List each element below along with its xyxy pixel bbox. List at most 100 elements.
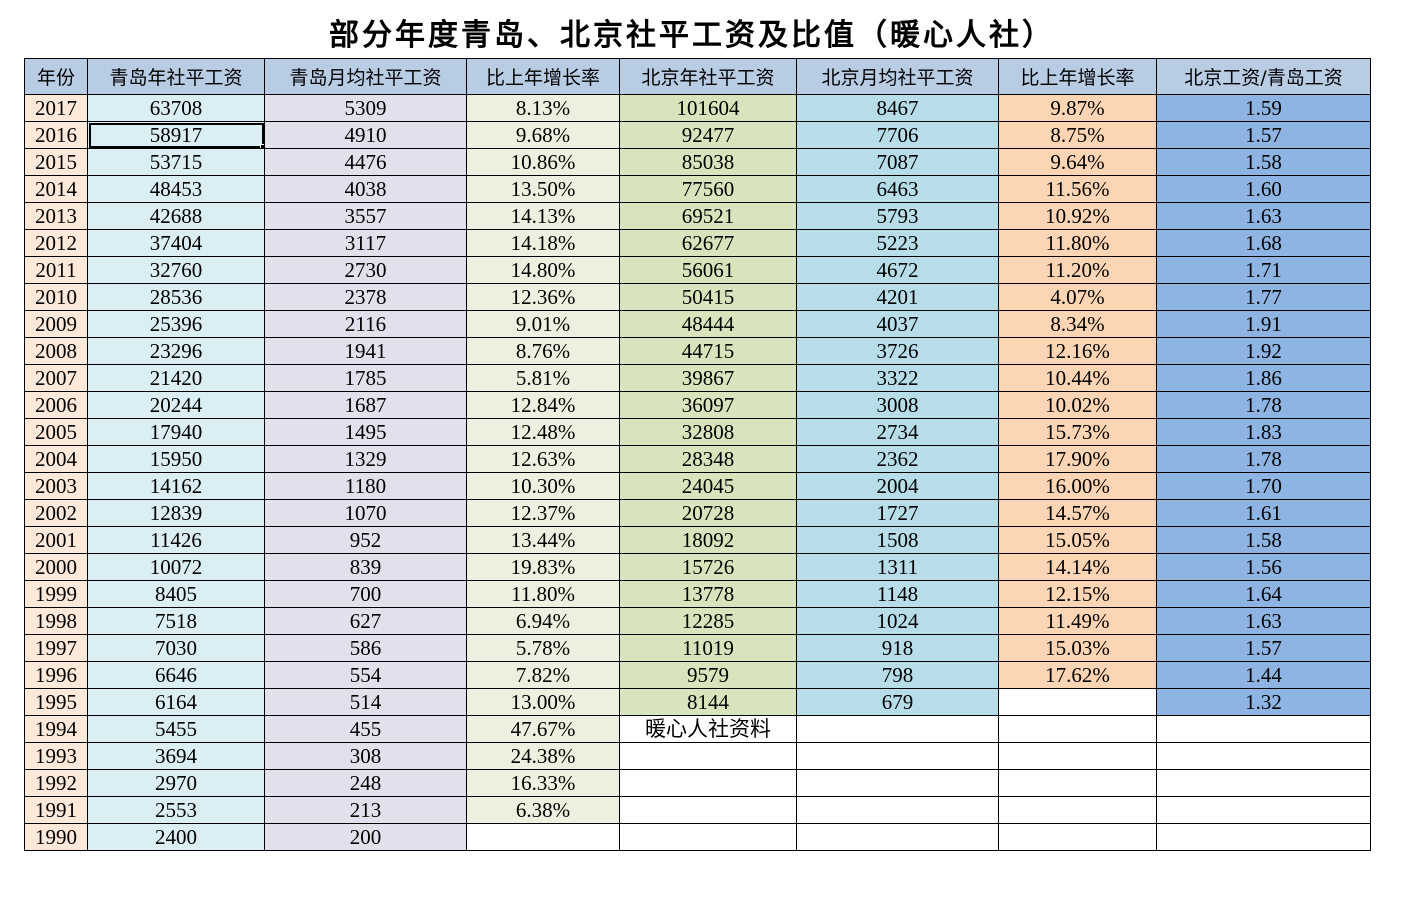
cell-bj-growth-rate[interactable]: 16.00% bbox=[998, 472, 1157, 500]
cell-qd-growth-rate[interactable]: 12.48% bbox=[466, 418, 620, 446]
cell-qd-monthly-wage[interactable]: 1941 bbox=[264, 337, 467, 365]
cell-qd-monthly-wage[interactable]: 3557 bbox=[264, 202, 467, 230]
cell-bj-monthly-wage[interactable]: 7706 bbox=[796, 121, 999, 149]
cell-bj-qd-ratio[interactable] bbox=[1156, 715, 1371, 743]
column-header-bj-growth-rate[interactable]: 比上年增长率 bbox=[998, 58, 1157, 95]
cell-year[interactable]: 2000 bbox=[24, 553, 88, 581]
cell-year[interactable]: 1995 bbox=[24, 688, 88, 716]
cell-qd-annual-wage[interactable]: 28536 bbox=[87, 283, 265, 311]
cell-bj-monthly-wage[interactable]: 4037 bbox=[796, 310, 999, 338]
cell-bj-monthly-wage[interactable] bbox=[796, 796, 999, 824]
cell-qd-growth-rate[interactable]: 12.84% bbox=[466, 391, 620, 419]
cell-qd-annual-wage[interactable]: 23296 bbox=[87, 337, 265, 365]
cell-bj-qd-ratio[interactable]: 1.57 bbox=[1156, 121, 1371, 149]
cell-bj-qd-ratio[interactable]: 1.57 bbox=[1156, 634, 1371, 662]
cell-bj-qd-ratio[interactable]: 1.61 bbox=[1156, 499, 1371, 527]
cell-year[interactable]: 2006 bbox=[24, 391, 88, 419]
cell-year[interactable]: 2015 bbox=[24, 148, 88, 176]
cell-qd-monthly-wage[interactable]: 455 bbox=[264, 715, 467, 743]
cell-qd-monthly-wage[interactable]: 1687 bbox=[264, 391, 467, 419]
cell-year[interactable]: 2009 bbox=[24, 310, 88, 338]
cell-qd-monthly-wage[interactable]: 200 bbox=[264, 823, 467, 851]
cell-qd-annual-wage[interactable]: 15950 bbox=[87, 445, 265, 473]
cell-bj-growth-rate[interactable]: 10.92% bbox=[998, 202, 1157, 230]
cell-bj-growth-rate[interactable]: 14.57% bbox=[998, 499, 1157, 527]
cell-qd-annual-wage[interactable]: 7030 bbox=[87, 634, 265, 662]
cell-qd-annual-wage[interactable]: 6164 bbox=[87, 688, 265, 716]
cell-qd-monthly-wage[interactable]: 1070 bbox=[264, 499, 467, 527]
cell-bj-annual-wage[interactable]: 28348 bbox=[619, 445, 797, 473]
cell-qd-annual-wage[interactable]: 7518 bbox=[87, 607, 265, 635]
cell-qd-monthly-wage[interactable]: 5309 bbox=[264, 94, 467, 122]
cell-bj-monthly-wage[interactable] bbox=[796, 769, 999, 797]
cell-bj-monthly-wage[interactable]: 4201 bbox=[796, 283, 999, 311]
cell-bj-annual-wage[interactable]: 39867 bbox=[619, 364, 797, 392]
cell-bj-annual-wage[interactable] bbox=[619, 742, 797, 770]
cell-bj-annual-wage[interactable] bbox=[619, 769, 797, 797]
cell-bj-monthly-wage[interactable] bbox=[796, 715, 999, 743]
cell-qd-growth-rate[interactable]: 9.68% bbox=[466, 121, 620, 149]
cell-qd-growth-rate[interactable]: 13.00% bbox=[466, 688, 620, 716]
cell-year[interactable]: 1997 bbox=[24, 634, 88, 662]
cell-qd-growth-rate[interactable]: 16.33% bbox=[466, 769, 620, 797]
cell-bj-monthly-wage[interactable]: 1024 bbox=[796, 607, 999, 635]
cell-qd-monthly-wage[interactable]: 700 bbox=[264, 580, 467, 608]
cell-year[interactable]: 2003 bbox=[24, 472, 88, 500]
cell-bj-monthly-wage[interactable]: 1148 bbox=[796, 580, 999, 608]
cell-qd-annual-wage[interactable]: 32760 bbox=[87, 256, 265, 284]
cell-bj-qd-ratio[interactable]: 1.86 bbox=[1156, 364, 1371, 392]
cell-year[interactable]: 1996 bbox=[24, 661, 88, 689]
column-header-bj-qd-ratio[interactable]: 北京工资/青岛工资 bbox=[1156, 58, 1371, 95]
column-header-qd-growth-rate[interactable]: 比上年增长率 bbox=[466, 58, 620, 95]
cell-bj-monthly-wage[interactable]: 2004 bbox=[796, 472, 999, 500]
cell-qd-annual-wage[interactable]: 20244 bbox=[87, 391, 265, 419]
column-header-qd-annual-wage[interactable]: 青岛年社平工资 bbox=[87, 58, 265, 95]
cell-bj-qd-ratio[interactable]: 1.70 bbox=[1156, 472, 1371, 500]
cell-bj-growth-rate[interactable]: 8.75% bbox=[998, 121, 1157, 149]
cell-qd-monthly-wage[interactable]: 1785 bbox=[264, 364, 467, 392]
cell-bj-growth-rate[interactable]: 11.56% bbox=[998, 175, 1157, 203]
cell-bj-annual-wage[interactable]: 69521 bbox=[619, 202, 797, 230]
cell-qd-growth-rate[interactable]: 11.80% bbox=[466, 580, 620, 608]
cell-qd-monthly-wage[interactable]: 952 bbox=[264, 526, 467, 554]
column-header-year[interactable]: 年份 bbox=[24, 58, 88, 95]
cell-year[interactable]: 2004 bbox=[24, 445, 88, 473]
cell-bj-annual-wage[interactable]: 48444 bbox=[619, 310, 797, 338]
cell-bj-annual-wage[interactable]: 12285 bbox=[619, 607, 797, 635]
cell-qd-annual-wage[interactable]: 5455 bbox=[87, 715, 265, 743]
cell-qd-monthly-wage[interactable]: 839 bbox=[264, 553, 467, 581]
cell-qd-monthly-wage[interactable]: 213 bbox=[264, 796, 467, 824]
cell-bj-growth-rate[interactable]: 11.80% bbox=[998, 229, 1157, 257]
cell-bj-annual-wage[interactable] bbox=[619, 823, 797, 851]
cell-bj-monthly-wage[interactable]: 3726 bbox=[796, 337, 999, 365]
cell-bj-annual-wage[interactable]: 20728 bbox=[619, 499, 797, 527]
cell-qd-annual-wage[interactable]: 48453 bbox=[87, 175, 265, 203]
cell-bj-monthly-wage[interactable]: 798 bbox=[796, 661, 999, 689]
cell-qd-growth-rate[interactable]: 13.50% bbox=[466, 175, 620, 203]
cell-bj-growth-rate[interactable]: 11.20% bbox=[998, 256, 1157, 284]
cell-qd-annual-wage[interactable]: 12839 bbox=[87, 499, 265, 527]
cell-year[interactable]: 2017 bbox=[24, 94, 88, 122]
cell-bj-qd-ratio[interactable] bbox=[1156, 742, 1371, 770]
selected-cell[interactable]: 58917 bbox=[87, 121, 265, 149]
cell-bj-monthly-wage[interactable]: 1311 bbox=[796, 553, 999, 581]
cell-bj-annual-wage[interactable]: 92477 bbox=[619, 121, 797, 149]
cell-qd-annual-wage[interactable]: 3694 bbox=[87, 742, 265, 770]
cell-bj-growth-rate[interactable]: 12.16% bbox=[998, 337, 1157, 365]
cell-bj-growth-rate[interactable]: 17.62% bbox=[998, 661, 1157, 689]
cell-qd-monthly-wage[interactable]: 2378 bbox=[264, 283, 467, 311]
cell-bj-qd-ratio[interactable] bbox=[1156, 823, 1371, 851]
cell-bj-annual-wage[interactable]: 暖心人社资料 bbox=[619, 715, 797, 743]
cell-bj-monthly-wage[interactable]: 6463 bbox=[796, 175, 999, 203]
cell-qd-growth-rate[interactable]: 5.78% bbox=[466, 634, 620, 662]
cell-bj-qd-ratio[interactable]: 1.91 bbox=[1156, 310, 1371, 338]
cell-bj-annual-wage[interactable]: 101604 bbox=[619, 94, 797, 122]
cell-qd-growth-rate[interactable]: 12.63% bbox=[466, 445, 620, 473]
cell-bj-qd-ratio[interactable] bbox=[1156, 796, 1371, 824]
cell-year[interactable]: 1999 bbox=[24, 580, 88, 608]
fill-handle[interactable] bbox=[260, 144, 264, 148]
cell-bj-growth-rate[interactable]: 9.87% bbox=[998, 94, 1157, 122]
cell-qd-annual-wage[interactable]: 17940 bbox=[87, 418, 265, 446]
cell-year[interactable]: 2002 bbox=[24, 499, 88, 527]
cell-qd-growth-rate[interactable]: 5.81% bbox=[466, 364, 620, 392]
